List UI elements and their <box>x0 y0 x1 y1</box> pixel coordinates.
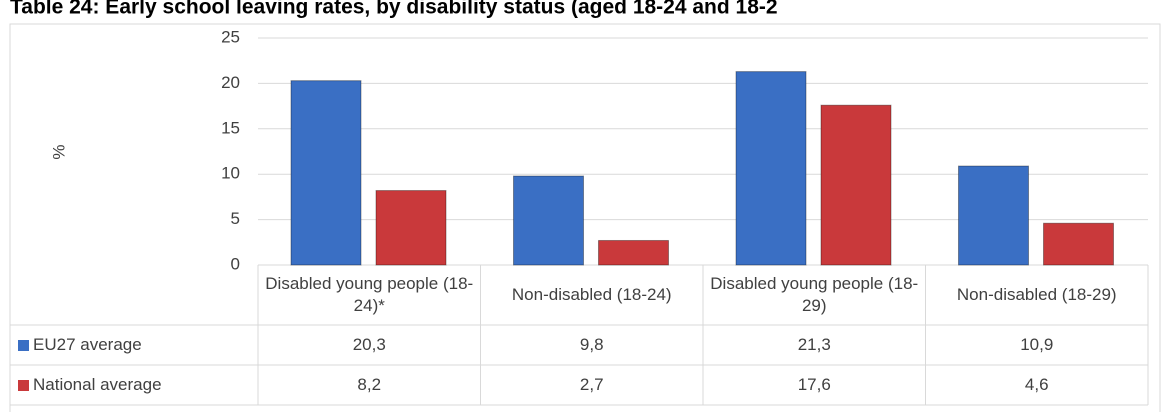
bar <box>290 80 362 266</box>
bar <box>820 104 892 266</box>
y-tick-label: 10 <box>221 164 240 183</box>
table-value: 8,2 <box>357 375 382 394</box>
category-label: Disabled young people (18-24)* <box>265 274 474 315</box>
bar <box>1043 222 1114 266</box>
legend-entry: EU27 average <box>12 325 256 365</box>
legend-label: EU27 average <box>33 335 142 354</box>
y-tick-label: 15 <box>221 118 240 137</box>
bar <box>958 165 1029 266</box>
category-label: Non-disabled (18-29) <box>956 285 1117 304</box>
chart-title: Table 24: Early school leaving rates, by… <box>10 0 778 19</box>
category-label: Disabled young people (18-29) <box>710 274 919 315</box>
table-value: 9,8 <box>579 335 604 354</box>
bar <box>375 190 447 266</box>
chart-frame <box>9 23 1161 412</box>
y-axis-label: % <box>49 144 68 159</box>
y-tick-label: 0 <box>231 254 240 273</box>
y-tick-label: 25 <box>221 27 240 46</box>
table-value: 2,7 <box>579 375 604 394</box>
table-value: 10,9 <box>1020 335 1054 354</box>
y-tick-label: 5 <box>231 209 240 228</box>
bar <box>598 239 669 266</box>
category-label: Non-disabled (18-24) <box>511 285 672 304</box>
legend-label: National average <box>33 375 162 394</box>
table-value: 17,6 <box>797 375 831 394</box>
legend-key <box>18 379 29 391</box>
legend-key <box>18 339 29 351</box>
table-value: 21,3 <box>797 335 831 354</box>
legend-entry: National average <box>12 365 256 405</box>
table-value: 20,3 <box>352 335 386 354</box>
bar <box>735 71 807 266</box>
table-value: 4,6 <box>1024 375 1049 394</box>
y-tick-label: 20 <box>221 73 240 92</box>
bar <box>513 175 584 266</box>
